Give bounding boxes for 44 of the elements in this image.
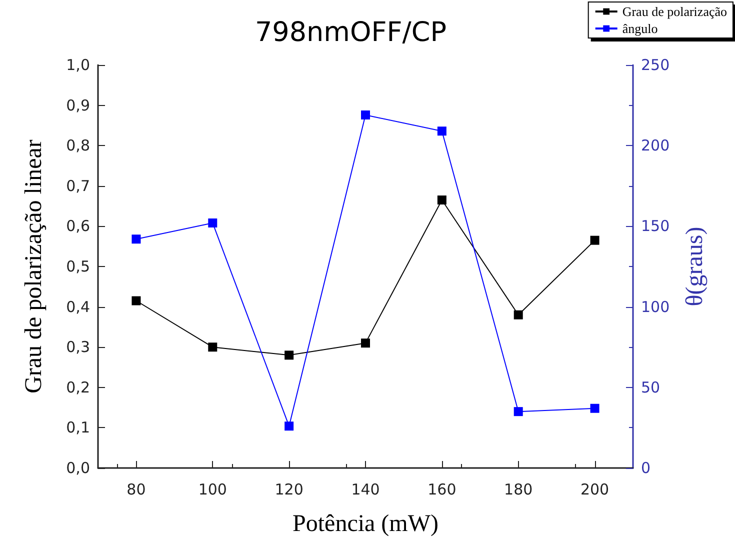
y-tick-label: 0,1 — [66, 418, 90, 437]
y2-tick-label: 200 — [641, 136, 670, 155]
y-tick-label: 0,9 — [66, 96, 90, 114]
y-tick-label: 0,3 — [66, 338, 90, 356]
x-tick-label: 140 — [351, 480, 380, 498]
y2-tick-label: 150 — [641, 217, 670, 236]
x-tick-label: 80 — [126, 480, 146, 498]
point — [208, 342, 218, 352]
legend-label: Grau de polarização — [622, 4, 728, 19]
y-tick-label: 0,7 — [66, 176, 90, 195]
point — [208, 218, 218, 228]
chart-title: 798nmOFF/CP — [255, 17, 446, 48]
y2-axis-title: θ(graus) — [682, 226, 708, 306]
point — [132, 234, 141, 244]
y-tick-label: 0,2 — [66, 378, 90, 396]
point — [361, 110, 370, 120]
y2-tick-label: 50 — [641, 378, 660, 396]
y2-tick-label: 250 — [641, 56, 670, 74]
x-tick-label: 100 — [198, 480, 227, 498]
point — [514, 407, 523, 416]
y2-tick-label: 0 — [641, 459, 651, 477]
x-tick-label: 120 — [274, 480, 304, 498]
y-tick-label: 0,5 — [66, 258, 90, 276]
x-tick-label: 200 — [580, 480, 610, 498]
point — [361, 338, 370, 348]
point — [284, 350, 294, 360]
point — [590, 236, 600, 245]
y-tick-label: 0,6 — [66, 217, 90, 236]
y-tick-label: 0,0 — [66, 459, 90, 477]
y-tick-label: 0,4 — [66, 298, 90, 316]
point — [437, 196, 446, 205]
y-tick-label: 1,0 — [66, 56, 90, 74]
x-tick-label: 160 — [428, 480, 456, 498]
y-axis-title: Grau de polarização linear — [21, 140, 47, 394]
y-tick-label: 0,8 — [66, 136, 90, 155]
point — [514, 310, 523, 320]
y2-tick-label: 100 — [641, 298, 670, 316]
point — [284, 422, 294, 431]
point — [590, 404, 600, 413]
legend-label: ângulo — [622, 21, 658, 36]
x-tick-label: 180 — [504, 480, 533, 498]
point — [437, 126, 446, 136]
point — [132, 296, 141, 306]
x-axis-title: Potência (mW) — [292, 511, 438, 537]
